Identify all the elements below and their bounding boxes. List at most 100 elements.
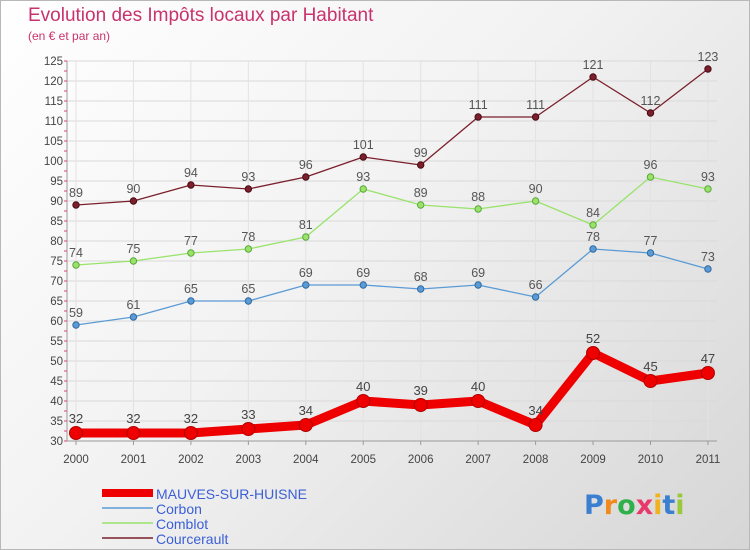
data-point [589, 73, 597, 81]
data-point [531, 197, 540, 205]
data-point [646, 249, 655, 257]
data-point [589, 221, 597, 229]
x-tick-label: 2003 [236, 454, 262, 466]
data-point [302, 173, 310, 181]
data-point [531, 293, 540, 301]
data-label: 52 [586, 331, 600, 346]
data-label: 77 [644, 234, 658, 248]
data-label: 121 [583, 58, 604, 72]
data-point [704, 265, 712, 273]
data-point [69, 426, 83, 440]
y-tick-label: 115 [45, 96, 63, 108]
data-label: 69 [471, 266, 485, 280]
y-tick-label: 90 [50, 196, 63, 208]
x-tick-label: 2005 [350, 454, 376, 466]
x-tick-label: 2009 [580, 454, 606, 466]
y-tick-label: 40 [50, 396, 63, 408]
data-label: 123 [698, 50, 719, 64]
data-point [474, 113, 482, 121]
data-label: 75 [126, 242, 140, 256]
data-point [129, 313, 138, 321]
y-tick-label: 120 [44, 76, 63, 88]
y-tick-label: 55 [50, 336, 63, 348]
y-tick-label: 60 [50, 316, 63, 328]
data-label: 73 [701, 250, 715, 264]
data-label: 89 [414, 186, 428, 200]
data-point [700, 366, 715, 380]
data-point [586, 346, 601, 360]
y-tick-label: 85 [50, 216, 63, 228]
data-point [417, 201, 425, 209]
x-tick-label: 2010 [638, 454, 664, 466]
data-point [302, 233, 310, 241]
data-label: 78 [586, 230, 600, 244]
data-label: 32 [184, 411, 198, 426]
data-point [359, 153, 367, 161]
data-point [244, 185, 253, 193]
data-point [129, 197, 138, 205]
y-tick-label: 110 [45, 116, 63, 128]
data-point [531, 113, 540, 121]
series-line-1 [75, 248, 709, 326]
data-point [646, 109, 655, 117]
data-label: 59 [69, 306, 83, 320]
data-label: 96 [644, 158, 658, 172]
data-label: 89 [69, 186, 83, 200]
data-label: 93 [701, 170, 715, 184]
data-label: 32 [126, 411, 140, 426]
data-point [241, 422, 256, 436]
data-point [646, 173, 655, 181]
data-label: 93 [241, 170, 255, 184]
data-point [474, 281, 482, 289]
data-label: 66 [529, 278, 543, 292]
series-line-0 [71, 348, 713, 438]
chart-subtitle: (en € et par an) [28, 29, 111, 43]
data-point [471, 394, 486, 408]
y-tick-label: 45 [50, 376, 63, 388]
legend-label-courcerault: Courcerault [156, 531, 229, 547]
data-point [474, 205, 482, 213]
data-point [359, 281, 367, 289]
y-tick-label: 65 [50, 296, 63, 308]
data-label: 99 [414, 146, 428, 160]
series-line-2 [75, 176, 709, 266]
x-tick-label: 2001 [121, 454, 147, 466]
data-point [417, 285, 425, 293]
data-point [72, 321, 80, 329]
data-label: 68 [414, 270, 428, 284]
data-label: 88 [471, 190, 485, 204]
y-tick-label: 125 [44, 56, 63, 68]
data-label: 96 [299, 158, 313, 172]
data-point [187, 297, 195, 305]
y-tick-label: 50 [50, 356, 63, 368]
data-point [359, 185, 367, 193]
data-point [129, 257, 138, 265]
data-point [298, 418, 313, 432]
data-point [356, 394, 371, 408]
data-label: 78 [241, 230, 255, 244]
y-tick-label: 105 [44, 136, 63, 148]
data-label: 47 [701, 351, 715, 366]
data-label: 39 [413, 383, 427, 398]
data-point [72, 201, 80, 209]
y-tick-label: 100 [44, 156, 63, 168]
data-label: 32 [69, 411, 83, 426]
x-tick-label: 2002 [178, 454, 204, 466]
y-tick-label: 30 [50, 436, 63, 448]
legend-label-corbon: Corbon [156, 501, 202, 517]
data-point [244, 245, 253, 253]
data-label: 45 [643, 359, 657, 374]
data-point [187, 249, 195, 257]
data-point [417, 161, 425, 169]
data-label: 69 [299, 266, 313, 280]
data-label: 69 [356, 266, 370, 280]
data-point [413, 398, 428, 412]
data-label: 34 [528, 403, 542, 418]
data-label: 65 [241, 282, 255, 296]
data-point [244, 297, 253, 305]
data-label: 34 [299, 403, 313, 418]
series-line-3 [75, 68, 709, 206]
data-label: 94 [184, 166, 198, 180]
